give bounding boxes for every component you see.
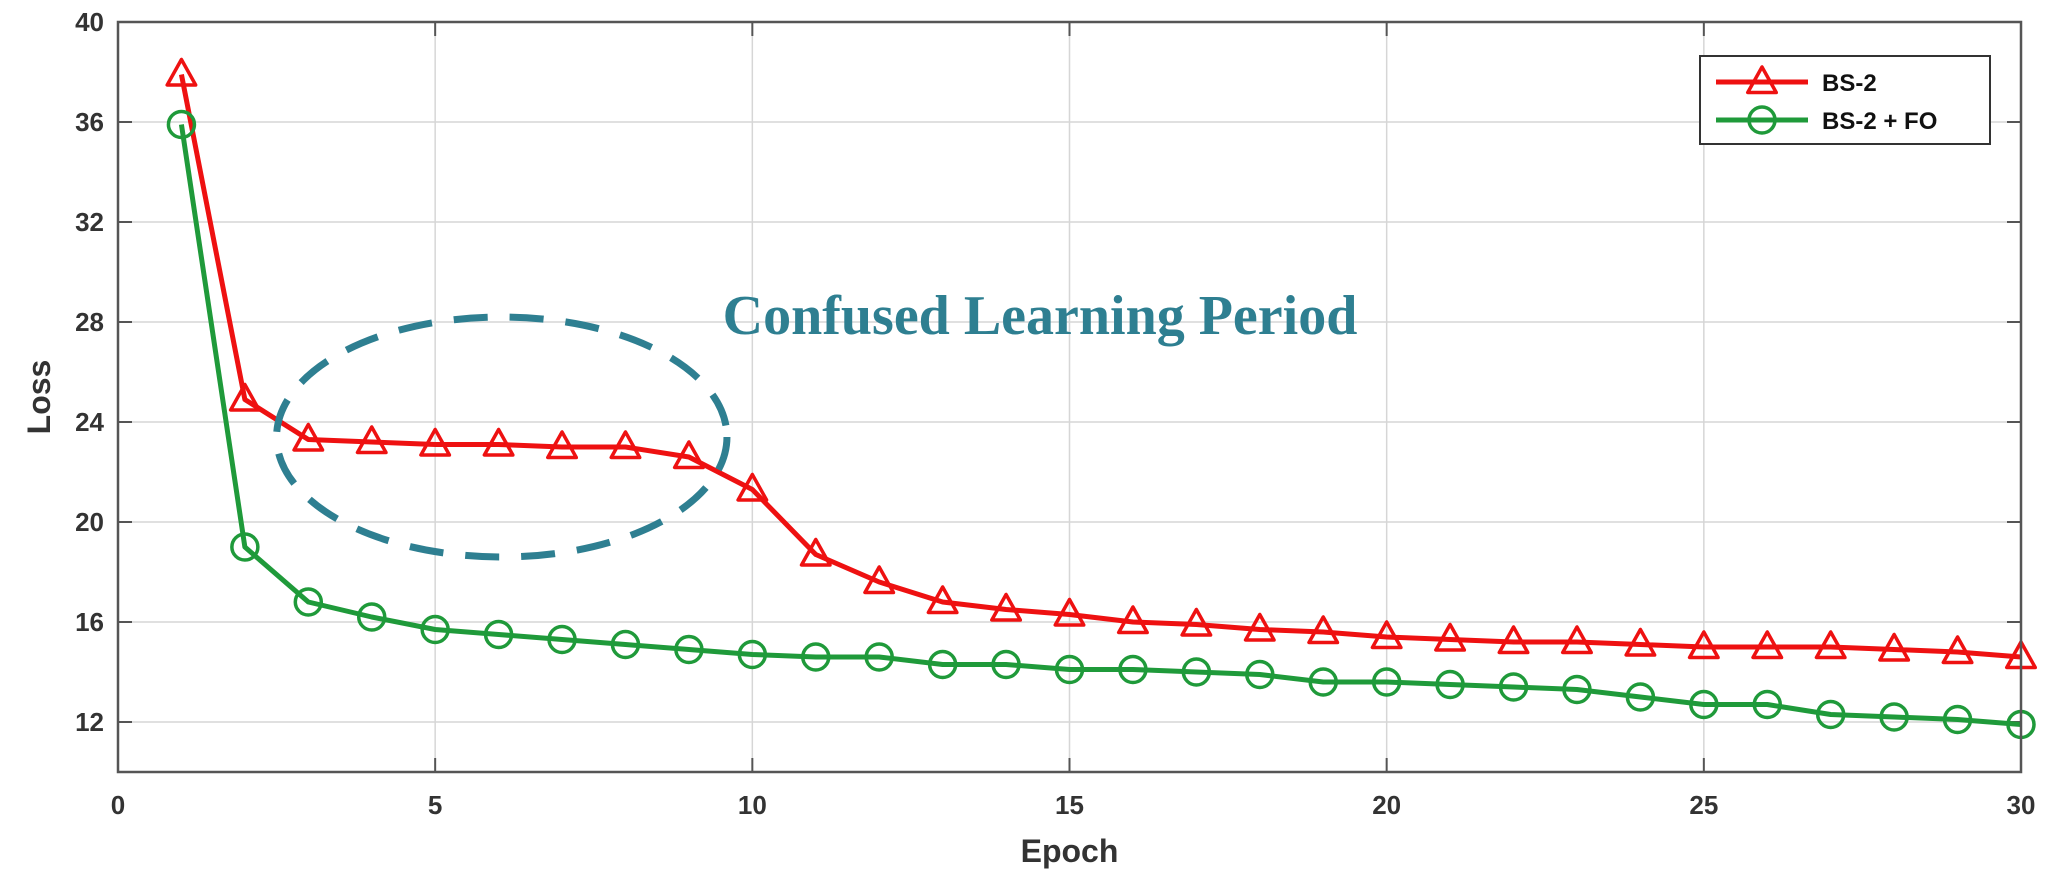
triangle-marker: [228, 382, 261, 412]
circle-marker: [927, 649, 958, 680]
circle-marker: [356, 602, 387, 632]
x-tick-label: 15: [1055, 790, 1084, 820]
triangle-marker: [546, 430, 579, 460]
triangle-marker: [1746, 65, 1778, 95]
triangle-marker: [863, 565, 896, 595]
circle-marker: [1181, 657, 1212, 687]
circle-marker: [1245, 659, 1275, 690]
y-tick-labels: 12 16 20 24 28 32 36 40: [75, 7, 104, 737]
triangle-marker: [1878, 632, 1911, 662]
x-tick-label: 0: [111, 790, 125, 820]
circle-marker: [1879, 702, 1909, 732]
triangle-marker: [419, 427, 452, 457]
triangle-marker: [1434, 622, 1467, 652]
legend-label: BS-2: [1822, 70, 1877, 97]
circle-marker: [610, 629, 641, 660]
y-tick-label: 20: [75, 507, 104, 537]
triangle-marker: [990, 592, 1023, 622]
circle-marker: [1562, 674, 1592, 705]
triangle-marker: [1814, 630, 1847, 660]
circle-marker: [864, 642, 894, 672]
legend-entry: BS-2: [1716, 65, 1877, 97]
y-tick-label: 28: [75, 307, 104, 337]
circle-marker: [1815, 699, 1846, 730]
circle-marker: [801, 642, 831, 672]
triangle-marker: [1497, 625, 1530, 655]
triangle-marker: [482, 427, 515, 457]
circle-marker: [1689, 689, 1719, 720]
y-axis-label: Loss: [21, 360, 57, 435]
triangle-marker: [799, 537, 832, 567]
circle-marker: [420, 614, 450, 645]
x-tick-label: 20: [1372, 790, 1401, 820]
circle-marker: [1752, 689, 1783, 720]
triangle-marker: [926, 585, 959, 615]
triangle-marker: [1180, 607, 1213, 637]
series-line: [178, 124, 2022, 727]
series-bs-2-fo: [166, 109, 2036, 740]
circle-marker: [674, 634, 704, 665]
circle-marker: [991, 649, 1021, 680]
circle-marker: [166, 109, 197, 140]
circle-marker: [737, 639, 768, 670]
x-axis-label: Epoch: [1021, 833, 1119, 869]
series-bs-2: [165, 57, 2037, 670]
circle-marker: [1747, 105, 1777, 135]
circle-marker: [1625, 682, 1656, 712]
triangle-marker: [1370, 620, 1403, 650]
y-tick-label: 40: [75, 7, 104, 37]
triangle-marker: [1624, 627, 1657, 657]
triangle-marker: [1116, 605, 1149, 635]
series-layer: [165, 57, 2037, 740]
legend-entry: BS-2 + FO: [1716, 105, 1937, 135]
circle-marker: [1308, 667, 1338, 697]
circle-marker: [1435, 669, 1465, 700]
triangle-marker: [672, 440, 705, 470]
triangle-marker: [1941, 635, 1974, 665]
y-tick-label: 12: [75, 707, 104, 737]
x-tick-labels: 0 5 10 15 20 25 30: [111, 790, 2036, 820]
y-tick-label: 32: [75, 207, 104, 237]
x-tick-label: 10: [738, 790, 767, 820]
triangle-marker: [1053, 597, 1086, 627]
circle-marker: [483, 619, 514, 650]
triangle-marker: [736, 472, 769, 502]
annotation-layer: Confused Learning Period: [273, 285, 1358, 561]
x-tick-label: 5: [428, 790, 442, 820]
legend: BS-2 BS-2 + FO: [1699, 55, 1991, 145]
x-tick-label: 30: [2007, 790, 2036, 820]
legend-label: BS-2 + FO: [1822, 108, 1937, 135]
y-tick-label: 16: [75, 607, 104, 637]
series-line: [178, 74, 2022, 660]
plot-frame: [116, 20, 2023, 774]
circle-marker: [547, 624, 577, 655]
y-tick-label: 36: [75, 107, 104, 137]
circle-marker: [1371, 667, 1402, 697]
triangle-marker: [609, 430, 642, 460]
x-tick-label: 25: [1689, 790, 1718, 820]
triangle-marker: [165, 57, 198, 87]
legend-box: [1699, 55, 1991, 145]
triangle-marker: [1307, 615, 1340, 645]
triangle-marker: [1687, 630, 1720, 660]
y-tick-label: 24: [75, 407, 104, 437]
circle-marker: [230, 532, 260, 562]
circle-marker: [1118, 654, 1148, 685]
triangle-marker: [292, 422, 325, 452]
circle-marker: [1498, 672, 1529, 702]
confused-period-ellipse: [273, 313, 731, 561]
triangle-marker: [1560, 625, 1593, 655]
circle-marker: [1054, 654, 1085, 685]
triangle-marker: [1243, 612, 1276, 642]
circle-marker: [1942, 704, 1973, 735]
annotation-text: Confused Learning Period: [723, 285, 1358, 347]
circle-marker: [293, 587, 324, 617]
triangle-marker: [355, 425, 388, 455]
triangle-marker: [1751, 630, 1784, 660]
